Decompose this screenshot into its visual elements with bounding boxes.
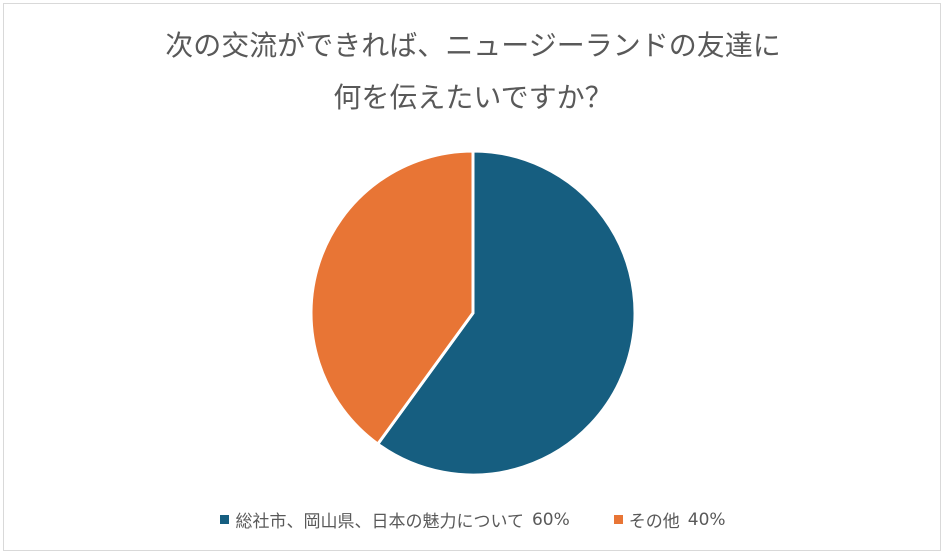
pie-slice-0[interactable] <box>376 149 637 477</box>
legend-label-0: 総社市、岡山県、日本の魅力について <box>235 512 524 532</box>
pie-slice-1[interactable] <box>309 149 475 446</box>
legend-swatch-1 <box>613 515 623 524</box>
legend-item-0[interactable]: 総社市、岡山県、日本の魅力について 60% <box>220 507 570 532</box>
legend-value-1: 40% <box>687 509 726 530</box>
legend-swatch-0 <box>220 515 230 524</box>
legend: 総社市、岡山県、日本の魅力について 60% その他 40% <box>0 507 946 532</box>
legend-value-0: 60% <box>531 509 570 530</box>
legend-label-1: その他 <box>628 512 680 532</box>
chart-title-line-1: 次の交流ができれば、ニュージーランドの友達に <box>165 29 781 62</box>
legend-item-1[interactable]: その他 40% <box>613 507 726 532</box>
chart-title-line-2: 何を伝えたいですか？ <box>333 81 613 114</box>
